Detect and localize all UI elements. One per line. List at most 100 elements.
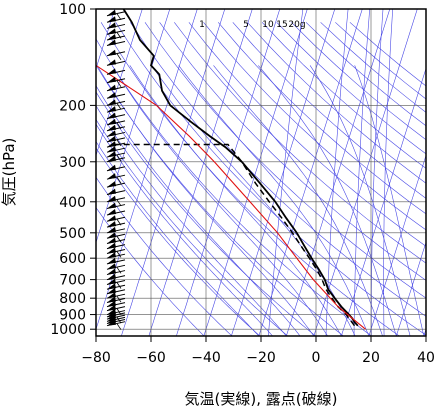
isotherm-line — [203, 9, 308, 336]
wind-barb — [106, 221, 126, 228]
wind-barb-flag — [107, 124, 116, 131]
dry-adiabat-line — [96, 207, 205, 336]
wind-barb-feather — [116, 251, 122, 258]
wind-barb-feather — [116, 53, 122, 61]
isotherm-line — [286, 9, 391, 336]
x-tick-label: −80 — [81, 350, 111, 366]
wind-barb-flag — [107, 99, 116, 106]
wind-barb-flag — [107, 164, 116, 171]
wind-barb-flag — [107, 283, 116, 290]
wind-barb-flag — [107, 181, 116, 188]
wind-barb — [106, 146, 126, 153]
axis-ticks: 1 5 10 15 20g1002003004005006007008009001000… — [50, 2, 435, 366]
wind-barb — [106, 16, 126, 23]
wind-barb-flag — [107, 242, 116, 249]
y-tick-label: 1000 — [50, 322, 86, 338]
wind-barb — [106, 173, 126, 184]
wind-barb-flag — [107, 292, 116, 299]
mixing-ratio-label: 5 — [243, 20, 249, 30]
moist-adiabat-line — [96, 123, 273, 336]
wind-barb-flag — [107, 252, 116, 259]
mixing-ratio-label: 10 — [262, 20, 274, 30]
wind-barb-flag — [107, 232, 116, 239]
wind-barb-flag — [107, 296, 116, 303]
wind-barb — [106, 135, 126, 147]
moist-adiabat-line — [354, 65, 425, 336]
dashed-black-profile-line — [109, 143, 356, 327]
wind-barb — [106, 112, 126, 120]
wind-barb — [106, 76, 126, 88]
wind-barb-flag — [107, 257, 116, 264]
y-tick-label: 700 — [59, 273, 86, 289]
x-tick-label: −60 — [136, 350, 166, 366]
wind-barb — [106, 130, 126, 137]
wind-barb — [106, 252, 126, 259]
wind-barb — [106, 59, 126, 66]
dry-adiabat-line — [174, 22, 426, 264]
isotherm-line — [368, 154, 426, 336]
plot-area — [96, 9, 426, 336]
mixing-ratio-line — [353, 9, 370, 336]
wind-barb — [106, 99, 126, 110]
wind-barb — [106, 319, 126, 330]
wind-barb — [106, 263, 126, 274]
wind-barb-flag — [107, 39, 116, 46]
wind-barb-flag — [107, 34, 116, 41]
isotherm-line — [148, 9, 253, 336]
dry-adiabat-line — [232, 22, 426, 199]
wind-barb-flag — [107, 16, 116, 23]
y-tick-label: 500 — [59, 226, 86, 242]
dry-adiabat-line — [144, 22, 426, 299]
wind-barb-flag — [107, 195, 116, 202]
wind-barb-flag — [107, 202, 116, 209]
wind-barb-feather — [116, 154, 122, 162]
dry-adiabat-line — [115, 22, 426, 336]
y-tick-label: 900 — [59, 308, 86, 324]
dry-adiabat-line — [96, 119, 288, 336]
wind-barb-flag — [107, 155, 116, 162]
mixing-ratio-label: 1 — [199, 20, 205, 30]
wind-barb — [106, 247, 126, 258]
wind-barb — [106, 226, 126, 234]
isotherm-line — [313, 9, 418, 336]
wind-barb-feather — [116, 236, 122, 243]
wind-barb-feather — [116, 323, 122, 330]
dry-adiabat-line — [203, 22, 426, 231]
wind-barb — [106, 164, 126, 172]
wind-barb — [106, 283, 126, 290]
wind-barb-flag — [107, 221, 116, 228]
wind-barb-flag — [107, 304, 116, 311]
x-tick-label: 40 — [417, 350, 435, 366]
y-tick-label: 600 — [59, 251, 86, 267]
wind-barb-flag — [107, 59, 116, 66]
isotherm-line — [341, 67, 426, 336]
wind-barb — [106, 237, 126, 245]
wind-barb — [106, 151, 126, 162]
wind-barb-feather — [116, 103, 122, 110]
y-tick-label: 100 — [59, 2, 86, 18]
wind-barb — [106, 34, 126, 41]
wind-barb-flag — [107, 22, 116, 29]
wind-barb-flag — [107, 273, 116, 280]
wind-barb — [106, 9, 126, 21]
wind-barb — [106, 209, 126, 216]
dry-adiabat-line — [276, 22, 426, 155]
moist-adiabat-line — [309, 65, 411, 336]
wind-barb-flag — [107, 173, 116, 180]
wind-barb-flag — [107, 92, 116, 99]
wind-barb — [106, 257, 126, 265]
dry-adiabat-line — [96, 147, 261, 336]
isotherm-line — [96, 9, 143, 157]
wind-barb-flag — [107, 84, 116, 91]
wind-barb-flag — [107, 300, 116, 307]
dry-adiabat-line — [96, 176, 233, 336]
wind-barb-flag — [107, 141, 116, 148]
wind-barb — [106, 106, 126, 113]
dry-adiabat-line — [261, 22, 426, 169]
wind-barb — [106, 181, 126, 188]
wind-barb — [106, 188, 126, 196]
x-tick-label: −40 — [191, 350, 221, 366]
dry-adiabat-line — [159, 22, 426, 281]
wind-barb-feather — [116, 295, 122, 303]
